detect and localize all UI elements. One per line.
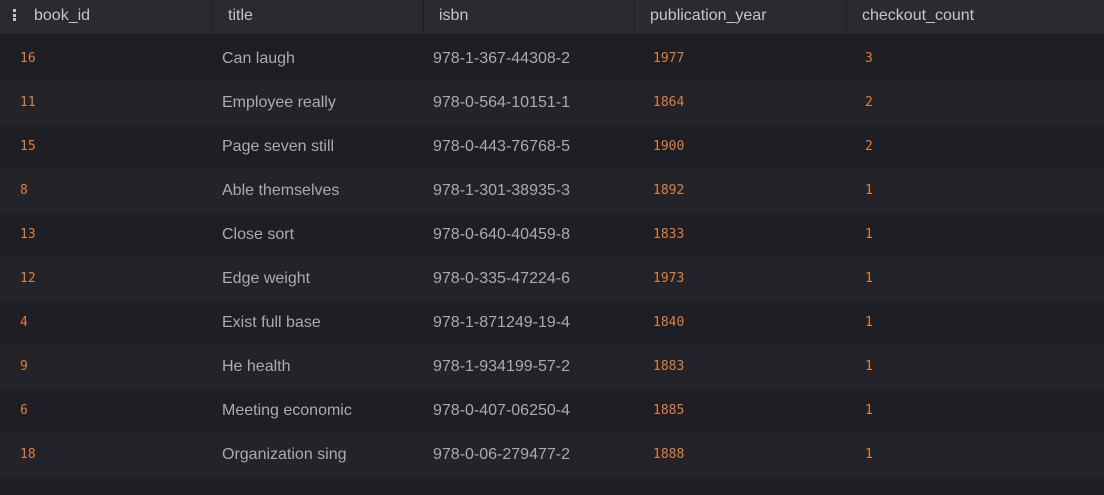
grid-body: 16 Can laugh 978-1-367-44308-2 1977 3 11… — [0, 37, 1104, 477]
cell-book-id[interactable]: 8 — [20, 183, 28, 198]
cell-publication-year[interactable]: 1840 — [653, 315, 685, 330]
cell-publication-year[interactable]: 1883 — [653, 359, 685, 374]
grid-empty-area — [0, 477, 1104, 495]
column-header-isbn[interactable]: isbn — [423, 0, 634, 34]
cell-publication-year[interactable]: 1888 — [653, 447, 685, 462]
cell-isbn[interactable]: 978-1-367-44308-2 — [433, 50, 570, 67]
cell-isbn[interactable]: 978-0-640-40459-8 — [433, 226, 570, 243]
cell-checkout-count[interactable]: 2 — [865, 95, 873, 110]
column-header-checkout-count[interactable]: checkout_count — [846, 0, 1104, 34]
cell-title[interactable]: Page seven still — [222, 138, 335, 155]
column-header-publication-year[interactable]: publication_year — [634, 0, 846, 34]
cell-checkout-count[interactable]: 1 — [865, 271, 873, 286]
cell-isbn[interactable]: 978-0-564-10151-1 — [433, 94, 570, 111]
cell-title[interactable]: Can laugh — [222, 50, 295, 67]
cell-book-id[interactable]: 11 — [20, 95, 36, 110]
cell-book-id[interactable]: 15 — [20, 139, 36, 154]
cell-publication-year[interactable]: 1885 — [653, 403, 685, 418]
vertical-dots-menu-icon[interactable] — [13, 9, 17, 21]
table-row[interactable]: 12 Edge weight 978-0-335-47224-6 1973 1 — [0, 257, 1104, 301]
table-row[interactable]: 18 Organization sing 978-0-06-279477-2 1… — [0, 433, 1104, 477]
cell-checkout-count[interactable]: 2 — [865, 139, 873, 154]
cell-checkout-count[interactable]: 1 — [865, 359, 873, 374]
cell-book-id[interactable]: 13 — [20, 227, 36, 242]
table-row[interactable]: 15 Page seven still 978-0-443-76768-5 19… — [0, 125, 1104, 169]
cell-title[interactable]: Exist full base — [222, 314, 321, 331]
cell-checkout-count[interactable]: 1 — [865, 447, 873, 462]
cell-title[interactable]: Close sort — [222, 226, 295, 243]
column-header-book-id[interactable]: book_id — [0, 0, 212, 34]
cell-isbn[interactable]: 978-1-301-38935-3 — [433, 182, 570, 199]
cell-isbn[interactable]: 978-0-335-47224-6 — [433, 270, 570, 287]
cell-publication-year[interactable]: 1864 — [653, 95, 685, 110]
column-header-title[interactable]: title — [212, 0, 423, 34]
table-row[interactable]: 4 Exist full base 978-1-871249-19-4 1840… — [0, 301, 1104, 345]
cell-book-id[interactable]: 9 — [20, 359, 28, 374]
cell-checkout-count[interactable]: 1 — [865, 315, 873, 330]
cell-checkout-count[interactable]: 1 — [865, 227, 873, 242]
cell-isbn[interactable]: 978-1-871249-19-4 — [433, 314, 570, 331]
cell-title[interactable]: Able themselves — [222, 182, 340, 199]
table-row[interactable]: 8 Able themselves 978-1-301-38935-3 1892… — [0, 169, 1104, 213]
grid-header: book_id title isbn publication_year chec… — [0, 0, 1104, 34]
cell-isbn[interactable]: 978-0-06-279477-2 — [433, 446, 570, 463]
column-header-label: publication_year — [650, 7, 767, 24]
cell-book-id[interactable]: 12 — [20, 271, 36, 286]
cell-title[interactable]: Organization sing — [222, 446, 347, 463]
cell-checkout-count[interactable]: 3 — [865, 51, 873, 66]
cell-title[interactable]: Edge weight — [222, 270, 311, 287]
cell-isbn[interactable]: 978-0-443-76768-5 — [433, 138, 570, 155]
cell-isbn[interactable]: 978-1-934199-57-2 — [433, 358, 570, 375]
cell-checkout-count[interactable]: 1 — [865, 183, 873, 198]
column-header-label: title — [228, 7, 253, 24]
cell-book-id[interactable]: 4 — [20, 315, 28, 330]
cell-publication-year[interactable]: 1892 — [653, 183, 685, 198]
cell-title[interactable]: Meeting economic — [222, 402, 352, 419]
table-row[interactable]: 13 Close sort 978-0-640-40459-8 1833 1 — [0, 213, 1104, 257]
table-row[interactable]: 6 Meeting economic 978-0-407-06250-4 188… — [0, 389, 1104, 433]
column-header-label: checkout_count — [862, 7, 975, 24]
cell-checkout-count[interactable]: 1 — [865, 403, 873, 418]
cell-book-id[interactable]: 18 — [20, 447, 36, 462]
cell-book-id[interactable]: 6 — [20, 403, 28, 418]
cell-book-id[interactable]: 16 — [20, 51, 36, 66]
cell-publication-year[interactable]: 1977 — [653, 51, 685, 66]
cell-title[interactable]: He health — [222, 358, 291, 375]
column-header-label: book_id — [34, 7, 91, 24]
table-row[interactable]: 16 Can laugh 978-1-367-44308-2 1977 3 — [0, 37, 1104, 81]
table-row[interactable]: 9 He health 978-1-934199-57-2 1883 1 — [0, 345, 1104, 389]
cell-publication-year[interactable]: 1973 — [653, 271, 685, 286]
column-header-label: isbn — [439, 7, 469, 24]
cell-isbn[interactable]: 978-0-407-06250-4 — [433, 402, 570, 419]
cell-publication-year[interactable]: 1900 — [653, 139, 685, 154]
table-row[interactable]: 11 Employee really 978-0-564-10151-1 186… — [0, 81, 1104, 125]
cell-title[interactable]: Employee really — [222, 94, 336, 111]
cell-publication-year[interactable]: 1833 — [653, 227, 685, 242]
